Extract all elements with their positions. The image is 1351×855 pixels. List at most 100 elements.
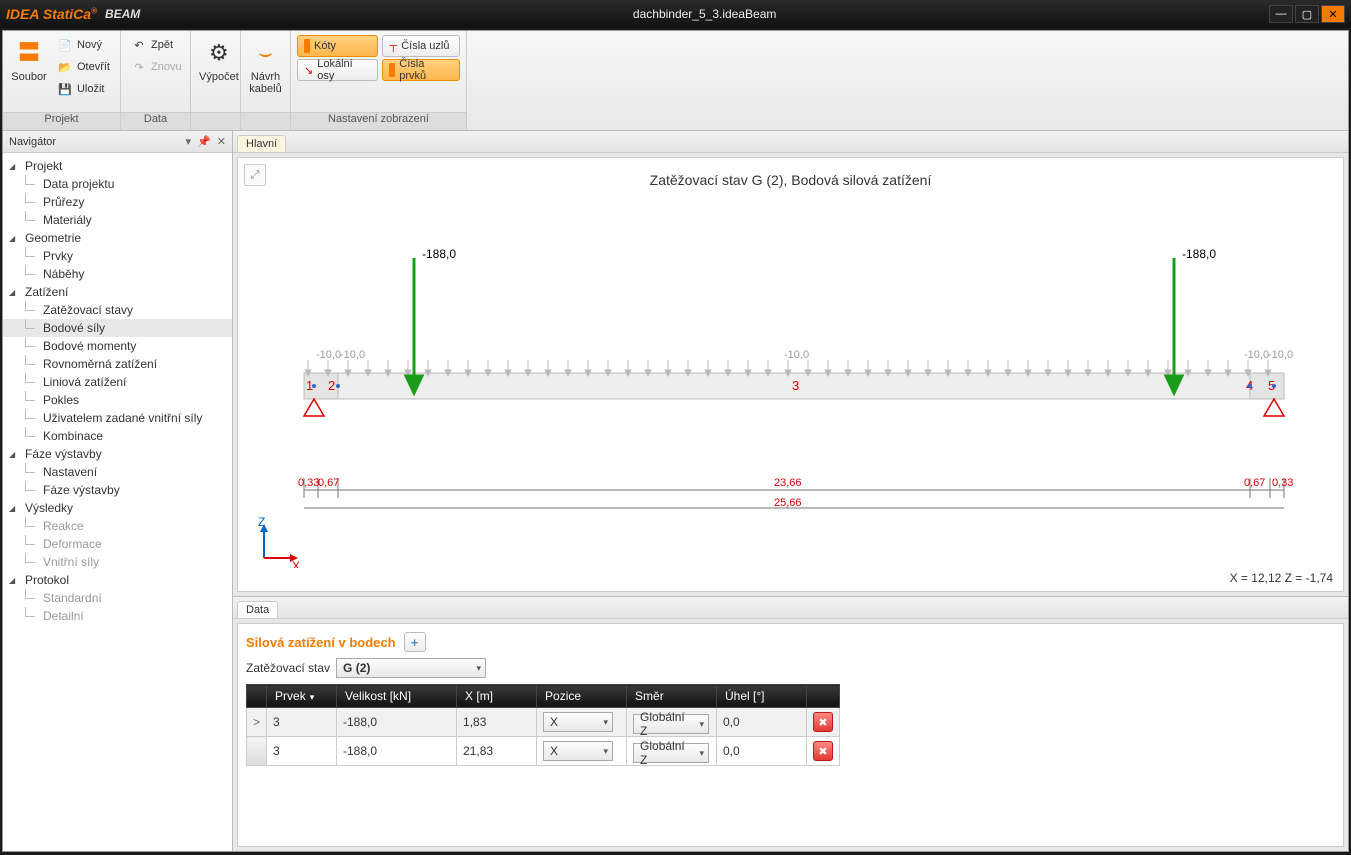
tree-item[interactable]: Zatěžovací stavy: [3, 301, 232, 319]
svg-text:X: X: [292, 559, 300, 568]
file-button[interactable]: 〓 Soubor: [9, 35, 49, 85]
tree-group[interactable]: Protokol: [3, 571, 232, 589]
svg-text:2: 2: [328, 378, 335, 393]
col-position[interactable]: Pozice: [537, 685, 627, 708]
new-icon: 📄: [57, 37, 73, 53]
tree-item[interactable]: Liniová zatížení: [3, 373, 232, 391]
file-icon: 〓: [13, 37, 45, 69]
brand: IDEA StatiCa®: [6, 6, 97, 22]
svg-text:-188,0: -188,0: [422, 247, 456, 261]
tab-data[interactable]: Data: [237, 601, 278, 618]
loadcase-select[interactable]: G (2): [336, 658, 486, 678]
delete-row-button[interactable]: ✖: [813, 712, 833, 732]
col-magnitude[interactable]: Velikost [kN]: [337, 685, 457, 708]
tree-group[interactable]: Projekt: [3, 157, 232, 175]
tree-item[interactable]: Reakce: [3, 517, 232, 535]
design-button[interactable]: ⌣ Návrh kabelů: [247, 35, 284, 97]
save-button[interactable]: 💾Uložit: [53, 79, 114, 99]
brand-sub: BEAM: [105, 7, 140, 21]
viewport-title: Zatěžovací stav G (2), Bodová silová zat…: [238, 172, 1343, 188]
new-button[interactable]: 📄Nový: [53, 35, 114, 55]
undo-button[interactable]: ↶Zpět: [127, 35, 186, 55]
forces-table: Prvek▾ Velikost [kN] X [m] Pozice Směr Ú…: [246, 684, 840, 766]
table-row[interactable]: 3-188,021,83XGlobální Z0,0✖: [247, 737, 840, 766]
tree-group[interactable]: Fáze výstavby: [3, 445, 232, 463]
tree-item[interactable]: Uživatelem zadané vnitřní síly: [3, 409, 232, 427]
tree-item[interactable]: Deformace: [3, 535, 232, 553]
tree-item[interactable]: Prvky: [3, 247, 232, 265]
col-x[interactable]: X [m]: [457, 685, 537, 708]
close-panel-icon[interactable]: ✕: [217, 135, 226, 148]
position-select[interactable]: X: [543, 712, 613, 732]
position-select[interactable]: X: [543, 741, 613, 761]
svg-text:Z: Z: [258, 515, 265, 529]
toggle-lcs[interactable]: ↘Lokální osy: [297, 59, 378, 81]
toggle-nodes[interactable]: ┬Čísla uzlů: [382, 35, 460, 57]
col-member[interactable]: Prvek▾: [267, 685, 337, 708]
navigator-title: Navigátor: [9, 136, 56, 148]
redo-button[interactable]: ↷Znovu: [127, 57, 186, 77]
toggle-members[interactable]: Čísla prvků: [382, 59, 460, 81]
tree-item[interactable]: Pokles: [3, 391, 232, 409]
beam-diagram: 1 2 3 4 5 -10,0 -10,0 -10,0 -10,0 -10,0: [244, 198, 1334, 568]
add-button[interactable]: +: [404, 632, 426, 652]
file-name: dachbinder_5_3.ideaBeam: [140, 7, 1269, 21]
svg-text:3: 3: [792, 378, 799, 393]
tree-item[interactable]: Standardní: [3, 589, 232, 607]
direction-select[interactable]: Globální Z: [633, 714, 709, 734]
tree-item[interactable]: Nastavení: [3, 463, 232, 481]
tree-group[interactable]: Výsledky: [3, 499, 232, 517]
toggle-dims[interactable]: Kóty: [297, 35, 378, 57]
open-icon: 📂: [57, 59, 73, 75]
svg-text:25,66: 25,66: [774, 497, 802, 509]
calc-button[interactable]: ⚙ Výpočet: [197, 35, 241, 85]
tree-item[interactable]: Fáze výstavby: [3, 481, 232, 499]
col-angle[interactable]: Úhel [°]: [717, 685, 807, 708]
group-label: Nastavení zobrazení: [291, 112, 466, 130]
tree-item[interactable]: Detailní: [3, 607, 232, 625]
maximize-button[interactable]: ▢: [1295, 5, 1319, 23]
navigator-tree[interactable]: ProjektData projektuPrůřezyMateriályGeom…: [3, 153, 232, 851]
col-direction[interactable]: Směr: [627, 685, 717, 708]
gear-icon: ⚙: [203, 37, 235, 69]
tree-item[interactable]: Data projektu: [3, 175, 232, 193]
tree-item[interactable]: Náběhy: [3, 265, 232, 283]
group-label: Data: [121, 112, 190, 130]
tree-item[interactable]: Bodové síly: [3, 319, 232, 337]
ribbon: 〓 Soubor 📄Nový 📂Otevřít 💾Uložit Projekt …: [3, 31, 1348, 131]
tab-main[interactable]: Hlavní: [237, 135, 286, 152]
svg-text:0,67: 0,67: [318, 477, 339, 489]
save-icon: 💾: [57, 81, 73, 97]
section-title: Silová zatížení v bodech: [246, 635, 396, 650]
pin-icon[interactable]: 📌: [197, 135, 211, 148]
svg-text:-10,0: -10,0: [784, 349, 809, 361]
svg-text:23,66: 23,66: [774, 477, 802, 489]
svg-text:0,33: 0,33: [1272, 477, 1293, 489]
tree-group[interactable]: Zatížení: [3, 283, 232, 301]
navigator-panel: Navigátor ▾ 📌 ✕ ProjektData projektuPrůř…: [3, 131, 233, 851]
tree-item[interactable]: Průřezy: [3, 193, 232, 211]
title-bar: IDEA StatiCa® BEAM dachbinder_5_3.ideaBe…: [0, 0, 1351, 28]
open-button[interactable]: 📂Otevřít: [53, 57, 114, 77]
table-row[interactable]: >3-188,01,83XGlobální Z0,0✖: [247, 708, 840, 737]
tree-item[interactable]: Vnitřní síly: [3, 553, 232, 571]
tree-item[interactable]: Bodové momenty: [3, 337, 232, 355]
tree-item[interactable]: Rovnoměrná zatížení: [3, 355, 232, 373]
redo-icon: ↷: [131, 59, 147, 75]
minimize-button[interactable]: —: [1269, 5, 1293, 23]
loadcase-label: Zatěžovací stav: [246, 661, 330, 675]
dropdown-icon[interactable]: ▾: [186, 135, 192, 148]
fit-button[interactable]: ⤢: [244, 164, 266, 186]
tree-item[interactable]: Materiály: [3, 211, 232, 229]
direction-select[interactable]: Globální Z: [633, 743, 709, 763]
close-button[interactable]: ✕: [1321, 5, 1345, 23]
svg-text:-10,0: -10,0: [340, 349, 365, 361]
tree-item[interactable]: Kombinace: [3, 427, 232, 445]
undo-icon: ↶: [131, 37, 147, 53]
viewport[interactable]: ⤢ Zatěžovací stav G (2), Bodová silová z…: [237, 157, 1344, 592]
svg-text:-10,0: -10,0: [316, 349, 341, 361]
group-label: Projekt: [3, 112, 120, 130]
tree-group[interactable]: Geometrie: [3, 229, 232, 247]
cursor-coords: X = 12,12 Z = -1,74: [1230, 571, 1333, 585]
delete-row-button[interactable]: ✖: [813, 741, 833, 761]
